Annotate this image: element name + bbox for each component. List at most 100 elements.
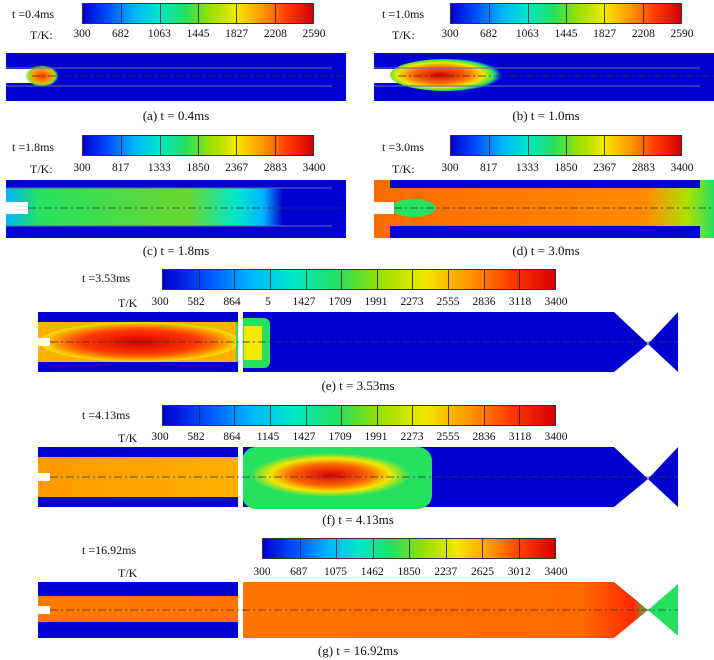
colorbar-tick <box>236 136 238 155</box>
colorbar-tick <box>445 539 447 558</box>
scale-value: 864 <box>223 431 241 443</box>
colorbar-tick <box>376 270 378 289</box>
scale-value: 817 <box>112 162 130 174</box>
temperature-field-b <box>370 53 714 101</box>
scale-value: 1333 <box>147 162 171 174</box>
scale-value: 864 <box>223 296 241 308</box>
temperature-field-g <box>30 582 678 642</box>
scale-value: 2555 <box>436 296 460 308</box>
scale-value: 2237 <box>434 566 458 578</box>
colorbar-tick <box>604 136 606 155</box>
scale-value: 2208 <box>263 28 287 40</box>
scale-value: 3400 <box>544 431 568 443</box>
colorbar-tick <box>604 4 606 23</box>
scale-value: 1075 <box>324 566 347 578</box>
scale-value: 2883 <box>631 162 655 174</box>
unit-label-g: T/K <box>118 566 138 580</box>
caption-f: (f) t = 4.13ms <box>322 512 394 527</box>
colorbar-tick <box>412 270 414 289</box>
time-label-a: t =0.4ms <box>12 7 55 21</box>
colorbar-tick <box>234 406 236 425</box>
scale-value: 300 <box>151 296 169 308</box>
scale-value: 2367 <box>593 162 617 174</box>
scale-value: 3400 <box>302 162 326 174</box>
scale-value: 1827 <box>593 28 617 40</box>
colorbar-tick <box>372 539 374 558</box>
unit-label-c: T/K: <box>30 162 53 176</box>
colorbar-tick <box>341 270 343 289</box>
temperature-field-a <box>2 53 346 101</box>
temperature-field-d <box>370 180 714 238</box>
colorbar-tick <box>448 406 450 425</box>
colorbar-tick <box>121 4 123 23</box>
colorbar-tick <box>519 406 521 425</box>
colorbar-tick <box>198 4 199 23</box>
colorbar-tick <box>566 4 567 23</box>
scale-value: 1445 <box>186 28 210 40</box>
colorbar-tick <box>274 4 276 23</box>
colorbar-tick <box>518 539 520 558</box>
scale-value: 1850 <box>554 162 578 174</box>
scale-value: 3012 <box>507 566 531 578</box>
temperature-field-c <box>2 180 346 238</box>
colorbar-tick <box>448 270 450 289</box>
scale-value: 1991 <box>364 431 388 443</box>
scale-value: 2836 <box>472 296 496 308</box>
time-label-f: t =4.13ms <box>82 408 131 422</box>
colorbar-tick <box>483 270 485 289</box>
colorbar-b <box>450 3 682 24</box>
scale-value: 1333 <box>515 162 539 174</box>
colorbar-tick <box>409 539 410 558</box>
colorbar-tick <box>483 406 485 425</box>
colorbar-tick <box>489 4 491 23</box>
unit-label-e: T/K <box>118 296 138 310</box>
scale-value: 2836 <box>472 431 496 443</box>
colorbar-tick <box>642 4 644 23</box>
scale-value: 3118 <box>508 296 532 308</box>
scale-value: 1145 <box>256 431 280 443</box>
colorbar-tick <box>642 136 644 155</box>
scale-value: 2208 <box>631 28 655 40</box>
scale-value: 300 <box>253 566 271 578</box>
unit-label-b: T/K: <box>392 28 415 42</box>
scale-value: 1063 <box>147 28 171 40</box>
colorbar-c <box>82 135 314 156</box>
colorbar-tick <box>527 4 529 23</box>
scale-value: 3400 <box>544 566 568 578</box>
scale-value: 682 <box>480 28 498 40</box>
colorbar-tick <box>376 406 378 425</box>
caption-c: (c) t = 1.8ms <box>142 243 210 258</box>
colorbar-f <box>162 405 556 426</box>
colorbar-tick <box>121 136 123 155</box>
colorbar-tick <box>269 406 271 425</box>
scale-value: 2273 <box>400 296 424 308</box>
scale-value: 300 <box>73 162 91 174</box>
scale-value: 3400 <box>670 162 694 174</box>
scale-value: 582 <box>187 431 205 443</box>
scale-value: 1709 <box>328 431 352 443</box>
colorbar-tick <box>482 539 483 558</box>
scale-value: 2273 <box>400 431 424 443</box>
time-label-d: t =3.0ms <box>382 140 425 154</box>
colorbar-tick <box>236 4 238 23</box>
colorbar-tick <box>336 539 337 558</box>
scale-value: 2883 <box>263 162 287 174</box>
scale-value: 2590 <box>302 28 326 40</box>
caption-b: (b) t = 1.0ms <box>512 108 580 123</box>
colorbar-tick <box>269 270 271 289</box>
colorbar-tick <box>305 270 307 289</box>
scale-value: 300 <box>73 28 91 40</box>
temperature-field-f <box>30 447 678 509</box>
colorbar-tick <box>489 136 491 155</box>
scale-value: 1462 <box>360 566 384 578</box>
scale-value: 1991 <box>364 296 388 308</box>
scale-value: 1850 <box>397 566 421 578</box>
colorbar-tick <box>527 136 529 155</box>
caption-d: (d) t = 3.0ms <box>512 243 580 258</box>
colorbar-tick <box>305 406 307 425</box>
scale-value: 817 <box>480 162 498 174</box>
scale-value: 687 <box>290 566 308 578</box>
caption-a: (a) t = 0.4ms <box>142 108 210 123</box>
scale-value: 300 <box>151 431 169 443</box>
scale-value: 582 <box>187 296 205 308</box>
